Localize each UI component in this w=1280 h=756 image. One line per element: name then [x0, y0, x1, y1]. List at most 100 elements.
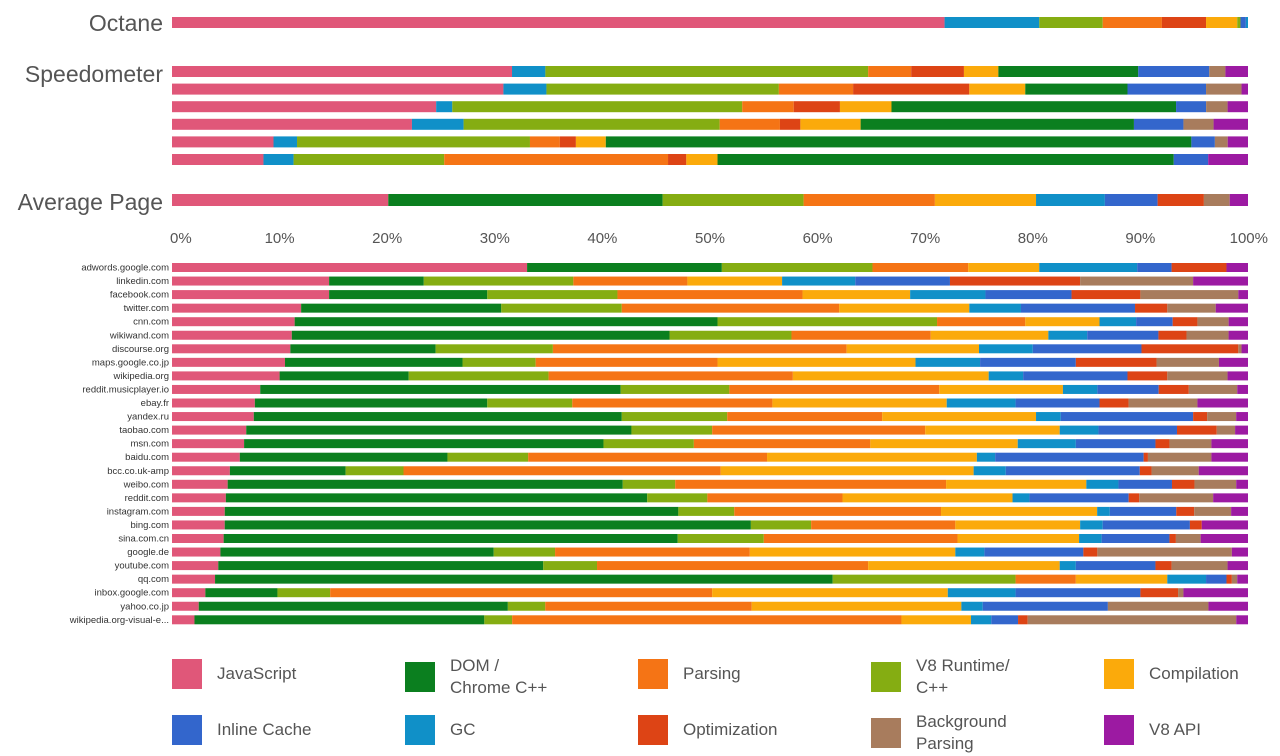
bar-segment-ic: [1029, 493, 1129, 503]
bar-segment-parse: [675, 479, 947, 489]
bar-segment-js: [172, 479, 228, 489]
group-row: [172, 118, 1248, 130]
bar-segment-bgp: [1097, 547, 1232, 557]
bar-segment-opt: [779, 118, 801, 130]
bar-segment-dom: [205, 588, 278, 598]
bar-segment-ic: [991, 615, 1019, 625]
bar-segment-api: [1208, 601, 1248, 611]
bar-segment-parse: [545, 601, 752, 611]
site-row: [172, 506, 1248, 516]
bar-segment-comp: [839, 303, 970, 313]
bar-segment-js: [172, 439, 245, 449]
bar-segment-js: [172, 154, 264, 165]
bar-segment-bgp: [1139, 493, 1214, 503]
bar-segment-comp: [772, 398, 947, 408]
bar-segment-parse: [552, 344, 847, 354]
bar-segment-gc: [955, 547, 985, 557]
legend-item: JavaScript: [172, 659, 296, 689]
site-row: [172, 412, 1248, 422]
legend-swatch: [172, 659, 202, 689]
bar-segment-opt: [853, 83, 970, 95]
bar-segment-api: [1201, 520, 1248, 530]
bar-segment-ic: [855, 276, 950, 286]
bar-segment-v8rt: [277, 588, 331, 598]
bar-segment-bgp: [1197, 317, 1229, 327]
bar-segment-v8rt: [622, 479, 676, 489]
legend-label: Inline Cache: [217, 720, 312, 739]
site-label: bing.com: [130, 520, 169, 531]
bar-segment-bgp: [1203, 194, 1230, 206]
x-tick-label: 90%: [1125, 230, 1155, 247]
bar-segment-gc: [947, 588, 1016, 598]
bar-segment-js: [172, 303, 302, 313]
bar-segment-js: [172, 547, 221, 557]
bar-segment-js: [172, 17, 945, 28]
bar-segment-comp: [901, 615, 971, 625]
bar-segment-dom: [253, 412, 622, 422]
site-label: youtube.com: [115, 561, 169, 572]
site-row: [172, 615, 1248, 625]
bar-segment-comp: [925, 425, 1060, 435]
site-label: instagram.com: [107, 506, 169, 517]
bar-segment-js: [172, 615, 195, 625]
site-label: cnn.com: [133, 317, 169, 328]
bar-segment-comp: [1025, 317, 1100, 327]
legend-swatch: [405, 662, 435, 692]
bar-segment-v8rt: [717, 317, 938, 327]
bar-segment-dom: [198, 601, 508, 611]
bar-segment-comp: [842, 493, 1013, 503]
bar-segment-parse: [712, 425, 926, 435]
bar-segment-js: [172, 601, 199, 611]
bar-segment-opt: [1158, 384, 1189, 394]
bar-segment-v8rt: [546, 83, 779, 95]
bar-segment-parse: [597, 561, 869, 571]
bar-segment-gc: [1099, 317, 1137, 327]
bar-segment-v8rt: [435, 344, 553, 354]
bar-segment-api: [1238, 290, 1248, 300]
legend-label: Optimization: [683, 720, 778, 739]
bar-segment-dom: [301, 303, 502, 313]
legend: JavaScript DOM / Chrome C++ Parsing V8 Runt…: [172, 655, 1272, 755]
legend-label: Background Parsing: [916, 712, 1007, 753]
legend-item: DOM / Chrome C++: [405, 655, 547, 699]
site-label: linkedin.com: [116, 276, 169, 287]
bar-segment-v8rt: [501, 303, 622, 313]
bar-segment-parse: [734, 506, 942, 516]
bar-segment-gc: [944, 17, 1040, 28]
bar-segment-ic: [1005, 466, 1140, 476]
site-row: [172, 317, 1248, 327]
bar-segment-bgp: [1194, 506, 1232, 516]
legend-item: Inline Cache: [172, 715, 312, 745]
bar-segment-bgp: [1214, 136, 1228, 148]
bar-segment-comp: [969, 83, 1026, 95]
bar-segment-parse: [621, 303, 840, 313]
bar-segment-dom: [194, 615, 485, 625]
legend-item: V8 Runtime/ C++: [871, 655, 1010, 699]
site-row: [172, 357, 1248, 367]
bar-segment-js: [172, 412, 254, 422]
site-label: adwords.google.com: [81, 263, 169, 274]
bar-segment-js: [172, 588, 206, 598]
bar-segment-dom: [239, 452, 448, 462]
bar-segment-api: [1227, 371, 1248, 381]
legend-swatch: [638, 715, 668, 745]
bar-segment-bgp: [1186, 330, 1229, 340]
bar-segment-opt: [1127, 371, 1168, 381]
bar-segment-opt: [1172, 317, 1198, 327]
bar-segment-parse: [572, 398, 773, 408]
bar-segment-ic: [1075, 561, 1156, 571]
bar-segment-js: [172, 398, 255, 408]
bar-segment-gc: [910, 290, 986, 300]
site-label: twitter.com: [124, 303, 169, 314]
site-row: [172, 520, 1248, 530]
site-row: [172, 263, 1248, 272]
bar-segment-comp: [957, 534, 1080, 543]
bar-segment-ic: [1137, 263, 1172, 272]
bar-segment-bgp: [1183, 118, 1214, 130]
bar-segment-ic: [1138, 66, 1210, 77]
bar-segment-js: [172, 452, 240, 462]
bar-segment-opt: [1139, 466, 1152, 476]
bar-segment-comp: [1075, 574, 1168, 584]
stacked-bar-chart: Octane Speedometer Average Page adwords.goo…: [18, 10, 1268, 626]
bar-segment-bgp: [1175, 534, 1201, 543]
